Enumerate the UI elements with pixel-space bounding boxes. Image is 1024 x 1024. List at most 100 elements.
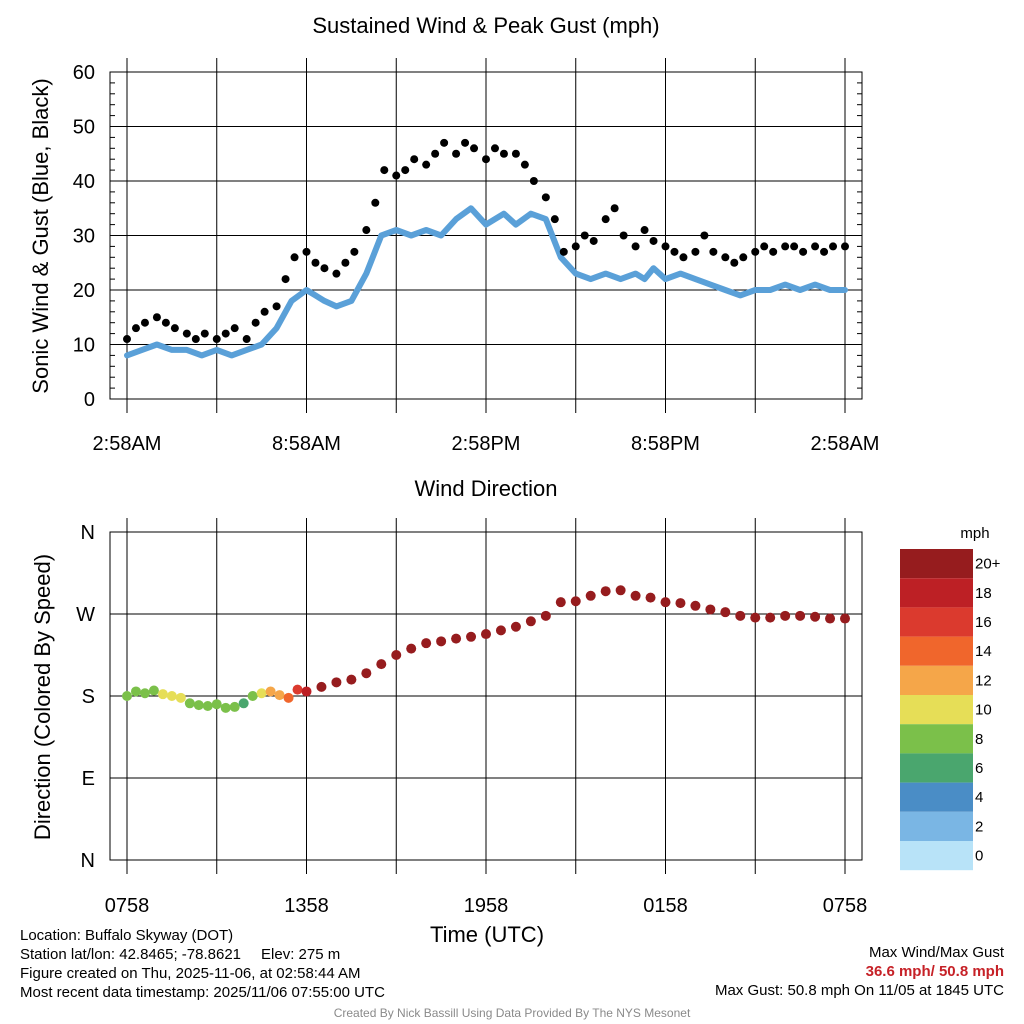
direction-point — [840, 613, 850, 624]
station-line: Station lat/lon: 42.8465; -78.8621 Elev: … — [20, 945, 385, 964]
gust-point — [123, 335, 131, 344]
legend-swatch — [900, 607, 973, 637]
direction-point — [585, 590, 596, 601]
gust-point — [529, 177, 538, 185]
y-tick-label: W — [76, 604, 95, 626]
gust-point — [601, 215, 610, 224]
direction-point — [229, 701, 240, 712]
legend-label: 20+ — [975, 556, 1001, 573]
direction-point — [274, 690, 285, 701]
gust-point — [392, 171, 401, 180]
legend-label: 4 — [975, 789, 983, 806]
wind-gust-chart-title: Sustained Wind & Peak Gust (mph) — [312, 13, 659, 38]
gust-point — [571, 242, 580, 251]
direction-point — [630, 590, 641, 601]
recent-timestamp: Most recent data timestamp: 2025/11/06 0… — [20, 984, 385, 1001]
x-tick-label: 2:58AM — [811, 433, 880, 455]
direction-point — [795, 610, 806, 621]
direction-point — [301, 686, 312, 697]
legend-label: 12 — [975, 672, 992, 689]
legend-swatch — [900, 578, 973, 608]
gust-point — [709, 247, 718, 256]
legend-title: mph — [960, 525, 989, 542]
wind-direction-chart: Wind Direction N E S W N 0758 1358 1958 0158 0758… — [30, 476, 867, 947]
max-values: 36.6 mph/ 50.8 mph — [865, 963, 1004, 980]
x-tick-label: 0158 — [643, 895, 688, 917]
gust-point — [640, 226, 649, 235]
gust-point — [769, 247, 778, 256]
gust-point — [350, 247, 359, 256]
gust-point — [422, 160, 431, 169]
direction-point — [735, 610, 746, 621]
wind-direction-series — [122, 585, 850, 713]
direction-point — [600, 586, 611, 597]
legend-label: 16 — [975, 614, 992, 631]
gust-point — [221, 329, 230, 338]
credit-line: Created By Nick Bassill Using Data Provi… — [333, 1006, 691, 1020]
direction-point — [720, 607, 731, 618]
direction-point — [148, 685, 159, 696]
location-text: Location: Buffalo Skyway (DOT) — [20, 927, 234, 944]
gust-point — [781, 242, 790, 251]
x-tick-label: 2:58AM — [93, 433, 162, 455]
gust-point — [739, 253, 748, 262]
gust-point — [721, 253, 730, 262]
direction-point — [825, 613, 836, 624]
direction-point — [220, 702, 231, 713]
direction-point — [346, 674, 357, 685]
gust-point — [380, 166, 389, 175]
gust-point — [461, 138, 470, 147]
direction-point — [193, 700, 204, 711]
gust-point — [401, 166, 410, 175]
y-tick-label: E — [82, 768, 95, 790]
direction-point — [810, 611, 821, 622]
gust-point — [191, 335, 200, 344]
x-tick-label: 1358 — [284, 895, 329, 917]
legend-label: 10 — [975, 702, 992, 719]
gust-point — [362, 226, 371, 235]
gust-point — [182, 329, 191, 338]
x-tick-label: 8:58PM — [631, 433, 700, 455]
x-tick-label: 1958 — [464, 895, 509, 917]
gust-point — [589, 236, 598, 245]
gust-point — [631, 242, 640, 251]
direction-point — [265, 686, 276, 697]
gust-point — [470, 144, 479, 153]
direction-point — [376, 659, 387, 670]
direction-point — [510, 621, 521, 632]
wind-direction-chart-title: Wind Direction — [414, 476, 557, 501]
gust-point — [730, 258, 739, 267]
gust-point — [790, 242, 799, 251]
gust-point — [251, 318, 260, 327]
direction-point — [525, 616, 536, 627]
gust-point — [829, 242, 838, 251]
gust-point — [200, 329, 209, 338]
legend-swatch — [900, 753, 973, 783]
sustained-wind-line — [124, 205, 848, 359]
gust-point — [260, 307, 269, 316]
direction-point — [481, 629, 491, 640]
y-tick-label: N — [81, 522, 95, 544]
legend-swatch — [900, 811, 973, 841]
gust-point — [691, 247, 700, 256]
direction-point — [750, 612, 761, 623]
legend-swatch — [900, 549, 973, 579]
direction-point — [122, 691, 132, 701]
gust-point — [679, 253, 688, 262]
max-gust-time: Max Gust: 50.8 mph On 11/05 at 1845 UTC — [714, 982, 1004, 999]
direction-point — [316, 681, 327, 692]
direction-point — [451, 633, 462, 644]
y-tick-label: 40 — [73, 171, 95, 193]
legend-label: 8 — [975, 731, 983, 748]
direction-point — [540, 610, 551, 621]
legend-swatch — [900, 841, 973, 871]
y-tick-label: 60 — [73, 62, 95, 84]
direction-point — [466, 631, 477, 642]
legend-swatch — [900, 665, 973, 695]
direction-point — [780, 610, 791, 621]
gust-point — [482, 155, 490, 164]
gust-point — [799, 247, 808, 256]
station-elevation: Elev: 275 m — [261, 946, 341, 963]
gust-point — [511, 149, 520, 158]
wind-direction-y-axis-label: Direction (Colored By Speed) — [30, 554, 55, 840]
